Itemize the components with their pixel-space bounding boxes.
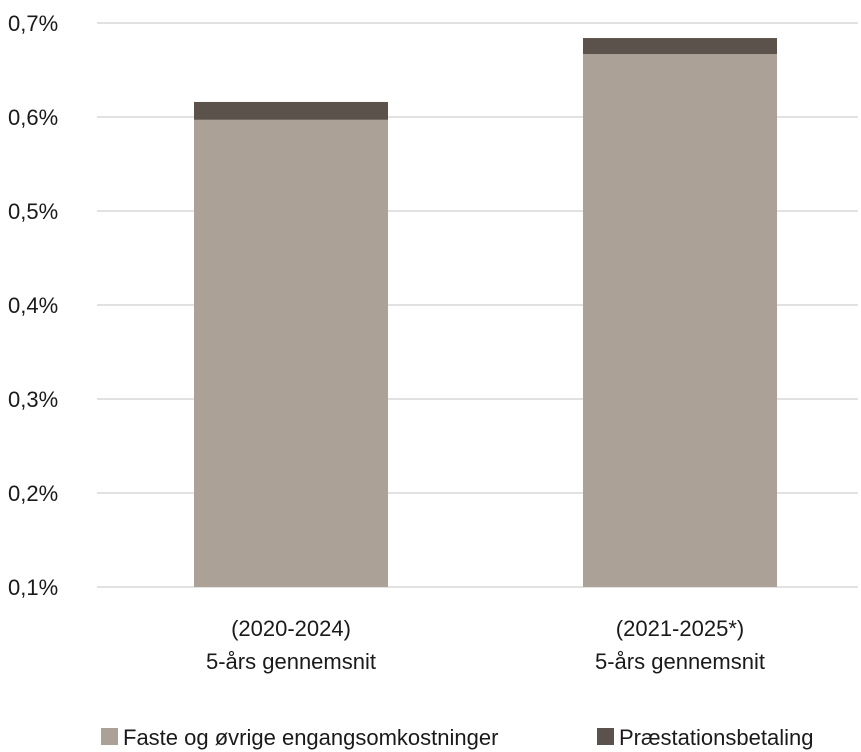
y-tick-label: 0,2% xyxy=(8,481,58,506)
bar-segment-praestationsbetaling xyxy=(583,38,777,55)
bar-segment-faste-omkostninger xyxy=(583,54,777,587)
legend: Faste og øvrige engangsomkostninger Præst… xyxy=(101,725,813,750)
bar-segment-praestationsbetaling xyxy=(194,101,388,120)
bar-segment-faste-omkostninger xyxy=(194,119,388,587)
y-tick-label: 0,3% xyxy=(8,387,58,412)
x-category-label: 5-års gennemsnit xyxy=(595,649,765,674)
y-tick-label: 0,4% xyxy=(8,293,58,318)
y-tick-label: 0,5% xyxy=(8,199,58,224)
bars xyxy=(194,38,777,587)
y-tick-label: 0,7% xyxy=(8,11,58,36)
legend-swatch xyxy=(101,728,118,745)
x-axis-category-labels: (2020-2024) 5-års gennemsnit (2021-2025*) 5… xyxy=(206,616,765,674)
legend-label: Faste og øvrige engangsomkostninger xyxy=(123,725,498,750)
x-category-label: (2020-2024) xyxy=(231,616,351,641)
y-tick-label: 0,6% xyxy=(8,105,58,130)
x-category-label: 5-års gennemsnit xyxy=(206,649,376,674)
y-axis-tick-labels: 0,1% 0,2% 0,3% 0,4% 0,5% 0,6% 0,7% xyxy=(8,11,58,600)
legend-swatch xyxy=(597,728,614,745)
y-tick-label: 0,1% xyxy=(8,575,58,600)
x-category-label: (2021-2025*) xyxy=(616,616,744,641)
legend-label: Præstationsbetaling xyxy=(619,725,813,750)
